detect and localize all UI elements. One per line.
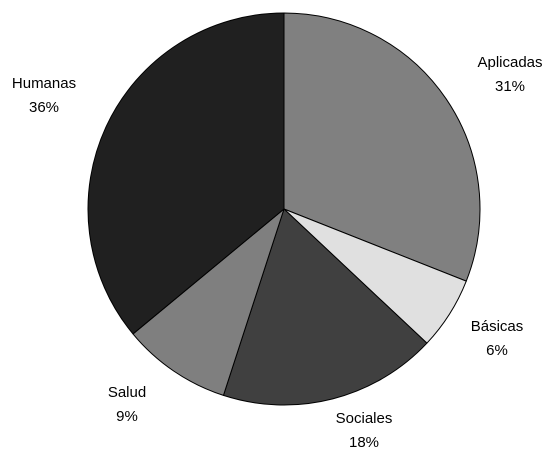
pie-slice-salud	[132, 208, 285, 396]
pie-slice-sociales	[222, 208, 428, 406]
slice-label-aplicadas: Aplicadas	[477, 54, 542, 71]
pie-slice-humanas	[87, 12, 285, 335]
slice-percent-salud: 9%	[116, 408, 138, 425]
slice-percent-sociales: 18%	[349, 434, 379, 450]
pie-slice-aplicadas	[283, 12, 481, 282]
slice-percent-basicas: 6%	[486, 342, 508, 359]
slice-percent-humanas: 36%	[29, 99, 59, 116]
slice-percent-aplicadas: 31%	[495, 78, 525, 95]
slice-label-salud: Salud	[108, 384, 146, 401]
slice-label-humanas: Humanas	[12, 75, 76, 92]
slice-label-basicas: Básicas	[471, 318, 524, 335]
slice-labels: Aplicadas 31% Básicas 6% Sociales 18% Salud 9% H…	[12, 54, 543, 450]
slice-label-sociales: Sociales	[336, 410, 393, 427]
pie-slices	[87, 12, 481, 406]
